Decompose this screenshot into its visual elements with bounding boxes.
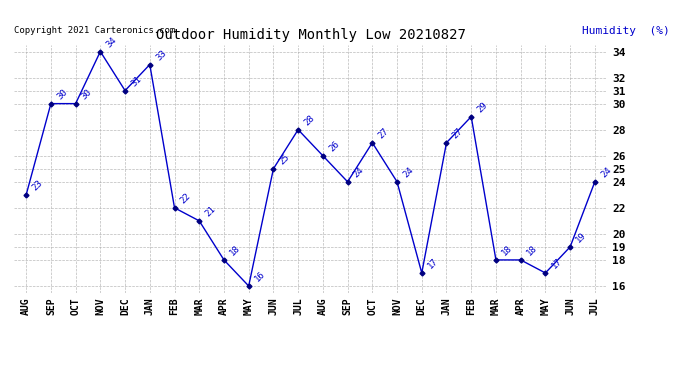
Text: 25: 25 [277, 153, 292, 166]
Text: 19: 19 [574, 231, 589, 245]
Text: 18: 18 [228, 244, 242, 258]
Text: 22: 22 [179, 192, 193, 206]
Text: 31: 31 [129, 75, 144, 88]
Title: Outdoor Humidity Monthly Low 20210827: Outdoor Humidity Monthly Low 20210827 [155, 28, 466, 42]
Text: 27: 27 [377, 127, 391, 141]
Text: Copyright 2021 Carteronics.com: Copyright 2021 Carteronics.com [14, 26, 175, 35]
Text: 16: 16 [253, 270, 267, 284]
Text: 33: 33 [154, 48, 168, 62]
Text: 24: 24 [401, 166, 415, 180]
Text: 27: 27 [451, 127, 464, 141]
Text: 17: 17 [426, 257, 440, 271]
Text: 17: 17 [549, 257, 564, 271]
Text: 18: 18 [500, 244, 514, 258]
Text: 18: 18 [525, 244, 539, 258]
Text: 30: 30 [80, 87, 94, 102]
Text: 24: 24 [352, 166, 366, 180]
Text: 28: 28 [302, 114, 316, 128]
Text: 23: 23 [30, 178, 44, 193]
Text: 29: 29 [475, 100, 489, 114]
Text: 34: 34 [104, 35, 119, 50]
Text: 24: 24 [599, 166, 613, 180]
Text: 26: 26 [327, 140, 341, 153]
Text: 30: 30 [55, 87, 69, 102]
Text: Humidity  (%): Humidity (%) [582, 26, 669, 36]
Text: 21: 21 [204, 205, 217, 219]
